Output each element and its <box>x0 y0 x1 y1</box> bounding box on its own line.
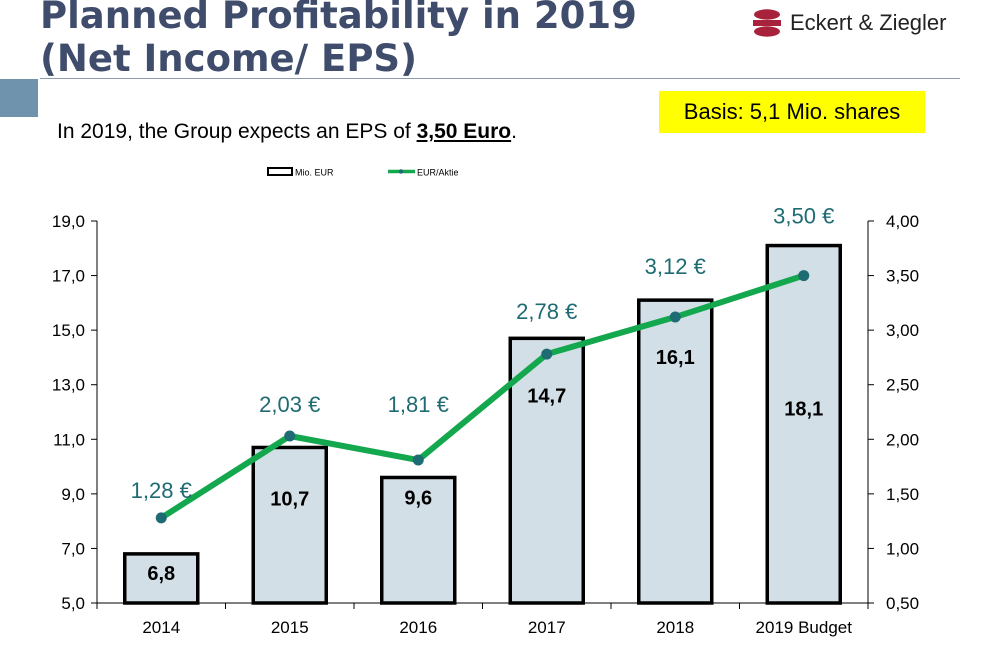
right-axis-tick-label: 0,50 <box>886 594 919 613</box>
company-logo: Eckert & Ziegler <box>752 7 992 39</box>
subtitle-eps-value: 3,50 Euro <box>416 120 512 143</box>
eps-point <box>798 270 810 282</box>
legend-bar-label: Mio. EUR <box>295 168 334 178</box>
eps-value-label: 2,78 € <box>516 299 577 324</box>
logo-text: Eckert & Ziegler <box>790 10 947 35</box>
bar-value-label: 10,7 <box>270 488 309 510</box>
right-axis-tick-label: 3,00 <box>886 321 919 340</box>
bar-value-label: 18,1 <box>784 399 823 421</box>
left-axis-tick-label: 11,0 <box>53 430 85 449</box>
right-axis-tick-label: 2,00 <box>886 430 919 449</box>
eps-value-label: 3,12 € <box>645 254 706 279</box>
bar <box>508 336 585 605</box>
subtitle-prefix: In 2019, the Group expects an EPS of <box>57 120 417 143</box>
bar <box>380 475 457 605</box>
left-axis-tick-label: 15,0 <box>52 321 85 340</box>
page-title-line-2: (Net Income/ EPS) <box>40 37 417 80</box>
eps-point <box>669 311 681 323</box>
right-axis-tick-label: 4,00 <box>886 212 919 231</box>
bar-series: 6,8 10,7 9,6 14,7 16,1 18,1 <box>123 243 842 605</box>
x-axis-tick-label: 2015 <box>271 618 309 637</box>
right-axis-tick-label: 3,50 <box>886 267 919 286</box>
eps-value-label: 3,50 € <box>773 204 834 229</box>
bar <box>251 445 328 605</box>
eps-value-label: 1,28 € <box>131 478 192 503</box>
eps-point <box>412 454 424 466</box>
x-axis-tick-label: 2017 <box>528 618 566 637</box>
eps-value-label: 1,81 € <box>388 392 449 417</box>
basis-note: Basis: 5,1 Mio. shares <box>659 91 925 133</box>
eps-series: 1,28 € 2,03 € 1,81 € 2,78 € 3,12 € 3,50 € <box>131 204 834 524</box>
left-axis-tick-label: 5,0 <box>61 594 85 613</box>
eps-value-label: 2,03 € <box>259 392 320 417</box>
eps-point <box>284 430 296 442</box>
accent-square <box>0 79 38 117</box>
eps-point <box>155 512 167 524</box>
page-title: Planned Profitability in 2019 (Net Incom… <box>40 0 637 80</box>
bar-value-label: 6,8 <box>147 563 175 585</box>
x-axis: 2014 2015 2016 2017 2018 2019 Budget <box>96 602 869 637</box>
eps-line <box>159 272 805 521</box>
x-axis-tick-label: 2018 <box>656 618 694 637</box>
logo-mark-icon <box>753 9 781 37</box>
bar-value-label: 9,6 <box>404 487 432 509</box>
subtitle-suffix: . <box>511 120 517 143</box>
right-axis-tick-label: 1,50 <box>886 485 919 504</box>
bar-value-label: 14,7 <box>527 385 566 407</box>
eps-point <box>541 348 553 360</box>
bar <box>765 243 842 605</box>
right-axis-tick-label: 2,50 <box>886 376 919 395</box>
legend-bar-swatch <box>267 167 293 176</box>
left-axis-tick-label: 17,0 <box>52 267 85 286</box>
legend-line-label: EUR/Aktie <box>417 168 459 178</box>
left-axis-tick-label: 19,0 <box>52 212 85 231</box>
x-axis-tick-label: 2019 Budget <box>756 618 853 637</box>
left-axis-tick-label: 13,0 <box>52 376 85 395</box>
x-axis-tick-label: 2016 <box>399 618 437 637</box>
left-axis-tick-label: 7,0 <box>61 539 85 558</box>
bar-value-label: 16,1 <box>656 347 695 369</box>
bar <box>637 298 714 605</box>
right-axis: 0,50 1,00 1,50 2,00 2,50 3,00 3,50 4,00 <box>867 212 919 613</box>
subtitle: In 2019, the Group expects an EPS of 3,5… <box>57 120 517 144</box>
chart-legend: Mio. EUR EUR/Aktie <box>267 167 459 178</box>
left-axis-tick-label: 9,0 <box>61 485 85 504</box>
profitability-chart: Mio. EUR EUR/Aktie 5,0 7,0 9,0 11,0 13,0 15,0… <box>52 167 919 637</box>
page-title-line-1: Planned Profitability in 2019 <box>40 0 637 37</box>
right-axis-tick-label: 1,00 <box>886 539 919 558</box>
left-axis: 5,0 7,0 9,0 11,0 13,0 15,0 17,0 19,0 <box>52 212 98 613</box>
header-divider <box>40 78 960 79</box>
legend-line-marker <box>398 169 404 174</box>
x-axis-tick-label: 2014 <box>142 618 180 637</box>
